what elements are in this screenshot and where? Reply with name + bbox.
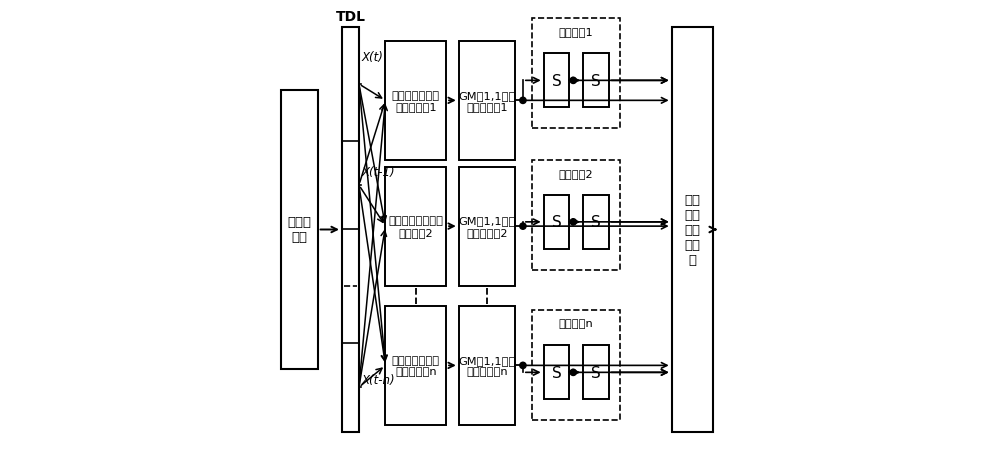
Bar — [583, 195, 609, 249]
Text: 积分回路2: 积分回路2 — [559, 169, 593, 179]
Text: S: S — [591, 215, 601, 230]
Bar — [281, 91, 318, 369]
Text: 动态递归小波神
经网络模型n: 动态递归小波神 经网络模型n — [392, 355, 440, 376]
Bar — [459, 306, 515, 425]
Text: 自联
想神
经网
络模
型: 自联 想神 经网 络模 型 — [684, 193, 700, 267]
Bar — [459, 42, 515, 161]
Text: 压力传
感器: 压力传 感器 — [287, 216, 311, 244]
Bar — [459, 167, 515, 286]
Text: 积分回路1: 积分回路1 — [559, 28, 593, 37]
Circle shape — [570, 369, 576, 376]
Circle shape — [570, 78, 576, 84]
Text: GM（1,1）灰
色预测模型n: GM（1,1）灰 色预测模型n — [458, 355, 515, 376]
Bar — [544, 195, 569, 249]
Text: GM（1,1）灰
色预测模型1: GM（1,1）灰 色预测模型1 — [458, 90, 515, 112]
Text: S: S — [552, 365, 561, 380]
Text: X(t-1): X(t-1) — [361, 165, 395, 178]
Bar — [672, 28, 713, 432]
Text: TDL: TDL — [335, 10, 365, 24]
Circle shape — [520, 224, 526, 230]
Circle shape — [520, 363, 526, 369]
Bar — [544, 54, 569, 108]
Text: 动态递归小波神
经网络模型1: 动态递归小波神 经网络模型1 — [392, 90, 440, 112]
Text: S: S — [552, 215, 561, 230]
Bar — [385, 42, 446, 161]
Bar — [532, 19, 620, 129]
Text: X(t): X(t) — [361, 51, 383, 64]
Bar — [532, 311, 620, 420]
Text: 动态递归小波神经
网络模型2: 动态递归小波神经 网络模型2 — [388, 216, 443, 237]
Bar — [385, 167, 446, 286]
Text: 积分回路n: 积分回路n — [559, 319, 593, 329]
Text: S: S — [591, 74, 601, 89]
Bar — [385, 306, 446, 425]
Circle shape — [570, 219, 576, 226]
Text: X(t-n): X(t-n) — [361, 373, 395, 387]
Bar — [544, 345, 569, 400]
Bar — [342, 28, 359, 432]
Text: S: S — [552, 74, 561, 89]
Bar — [532, 161, 620, 270]
Circle shape — [520, 98, 526, 104]
Text: S: S — [591, 365, 601, 380]
Bar — [583, 54, 609, 108]
Text: GM（1,1）灰
色预测模型2: GM（1,1）灰 色预测模型2 — [458, 216, 515, 237]
Bar — [583, 345, 609, 400]
